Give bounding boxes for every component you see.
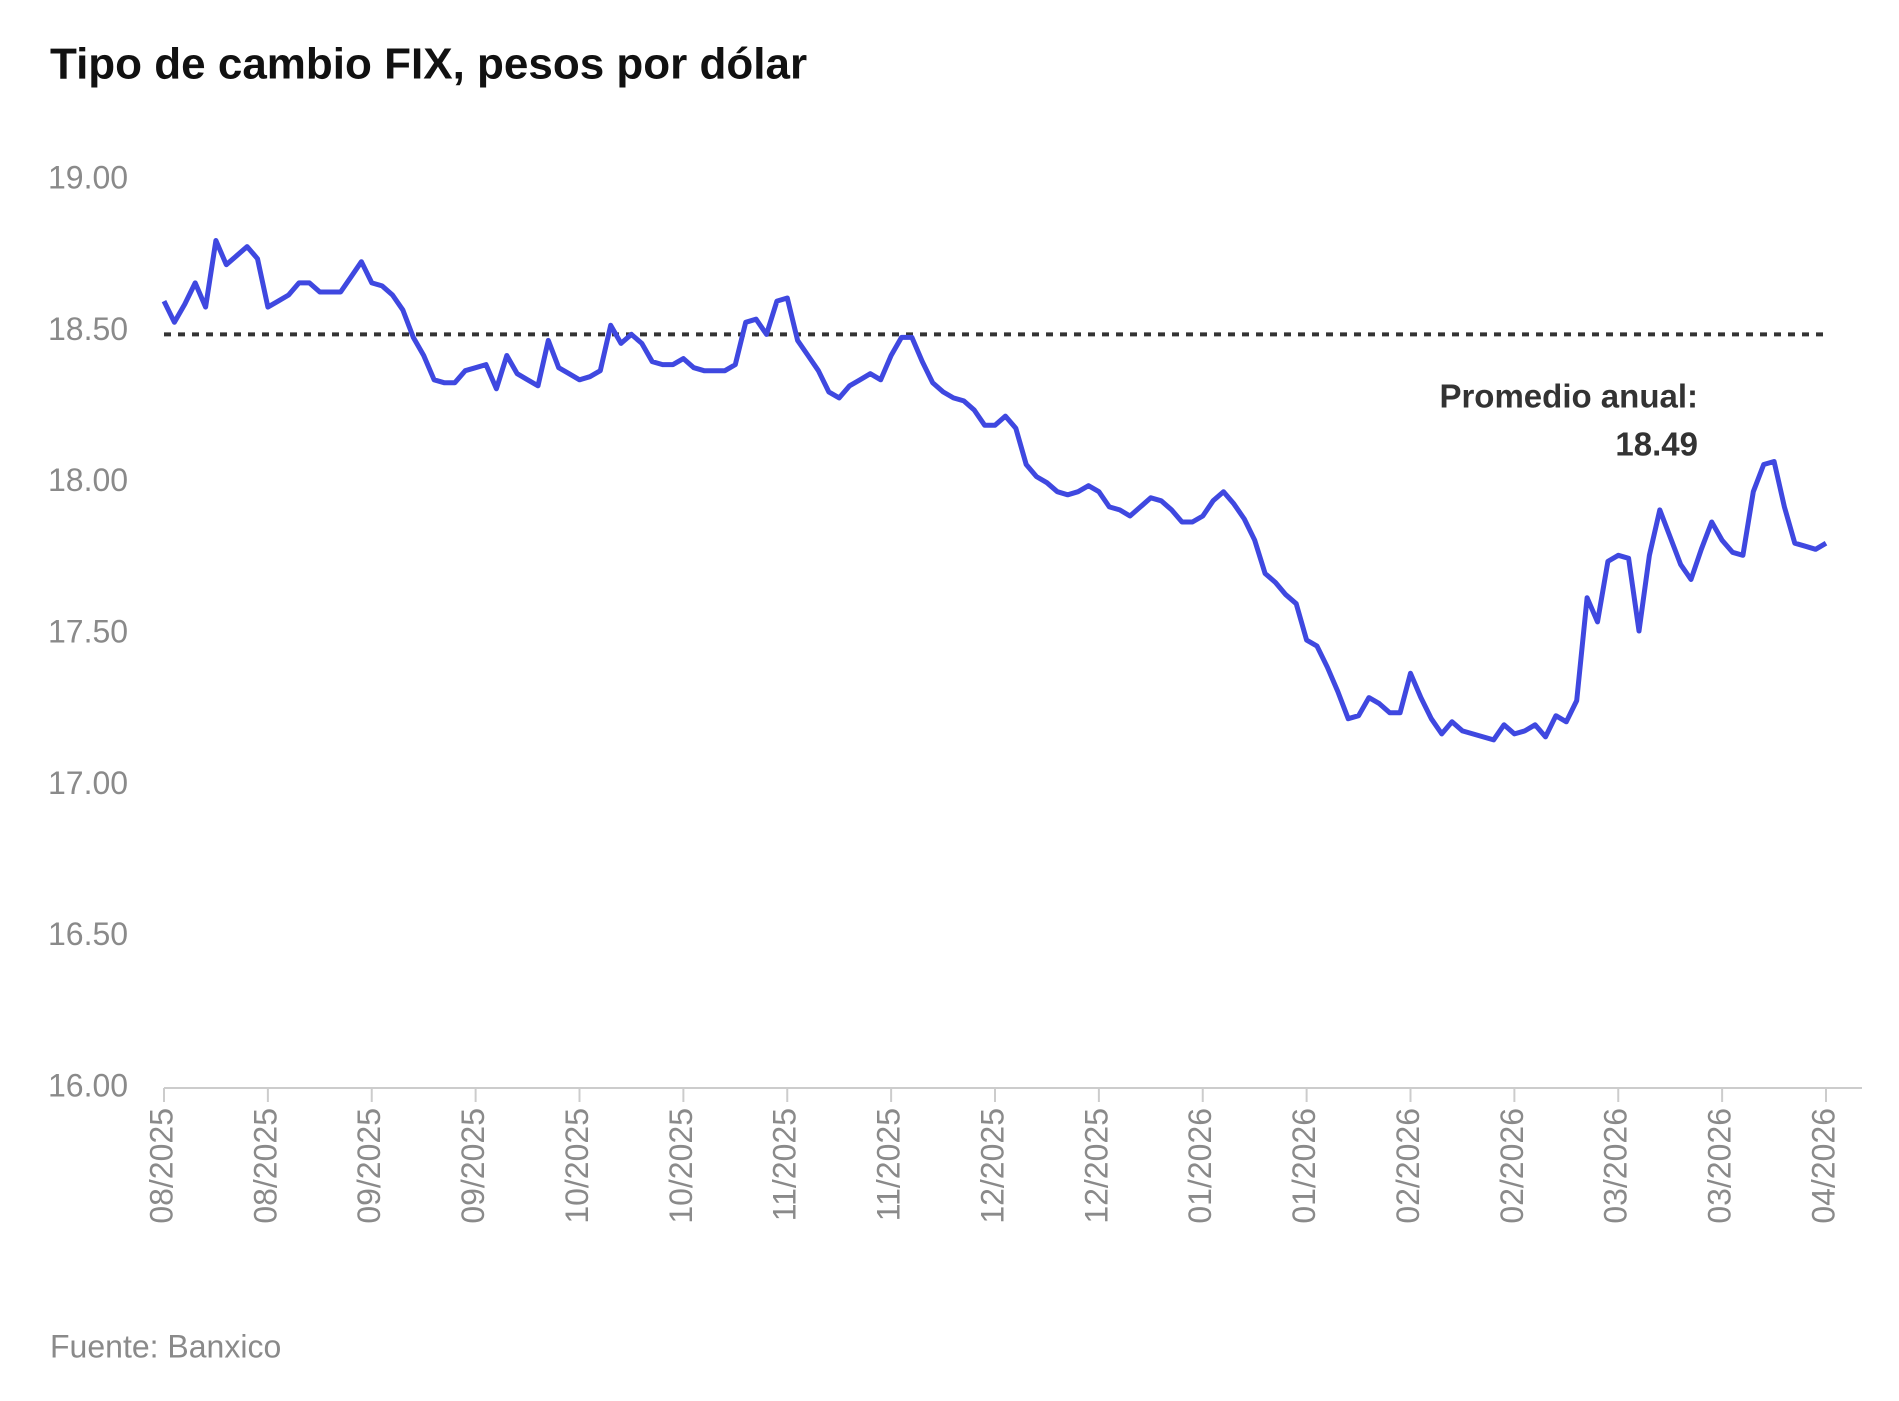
source: Fuente: Banxico — [50, 1328, 281, 1364]
x-tick-label: 11/2025 — [767, 1108, 803, 1221]
x-tick-label: 09/2025 — [455, 1108, 491, 1224]
average-label: Promedio anual: — [1439, 378, 1698, 415]
x-tick-label: 12/2025 — [1078, 1108, 1114, 1224]
x-tick-label: 03/2026 — [1598, 1108, 1634, 1224]
x-tick-label: 01/2026 — [1182, 1108, 1218, 1224]
y-tick-label: 18.50 — [48, 311, 128, 347]
average-value: 18.49 — [1615, 426, 1698, 463]
x-tick-label: 08/2025 — [143, 1108, 179, 1224]
x-tick-label: 09/2025 — [351, 1108, 387, 1224]
x-tick-label: 08/2025 — [247, 1108, 283, 1224]
x-tick-label: 12/2025 — [974, 1108, 1010, 1224]
y-tick-label: 17.00 — [48, 765, 128, 801]
x-tick-label: 02/2026 — [1390, 1108, 1426, 1224]
line-series — [161, 238, 1828, 743]
x-tick-label: 10/2025 — [663, 1108, 699, 1224]
y-tick-label: 17.50 — [48, 613, 128, 649]
x-tick-label: 11/2025 — [871, 1108, 907, 1221]
y-tick-label: 16.50 — [48, 916, 128, 952]
x-tick-label: 04/2026 — [1805, 1108, 1841, 1224]
y-tick-label: 16.00 — [48, 1067, 128, 1103]
x-tick-label: 10/2025 — [559, 1108, 595, 1224]
y-tick-label: 18.00 — [48, 462, 128, 498]
x-tick-label: 02/2026 — [1494, 1108, 1530, 1224]
y-tick-label: 19.00 — [48, 159, 128, 195]
chart-title: Tipo de cambio FIX, pesos por dólar — [50, 40, 807, 89]
x-tick-label: 01/2026 — [1286, 1108, 1322, 1224]
x-tick-label: 03/2026 — [1702, 1108, 1738, 1224]
